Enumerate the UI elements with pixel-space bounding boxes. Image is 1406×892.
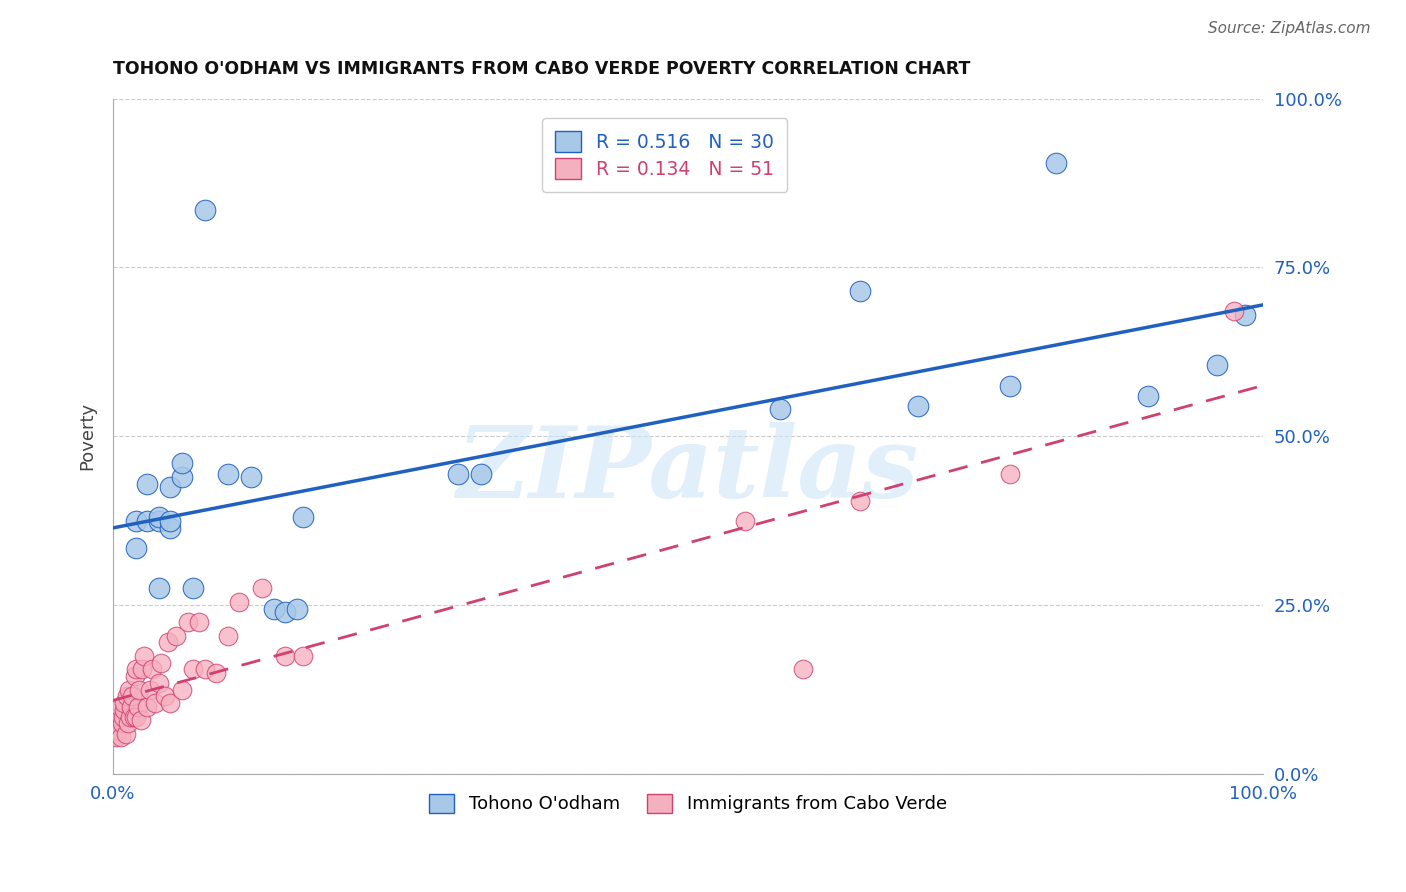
- Point: [263, 601, 285, 615]
- Point: [176, 615, 198, 629]
- Point: [118, 682, 141, 697]
- Point: [285, 601, 308, 615]
- Point: [447, 467, 470, 481]
- Point: [217, 467, 239, 481]
- Point: [107, 723, 129, 738]
- Point: [188, 615, 211, 629]
- Point: [792, 662, 814, 676]
- Point: [998, 378, 1021, 392]
- Point: [125, 514, 148, 528]
- Point: [907, 399, 929, 413]
- Point: [159, 514, 181, 528]
- Point: [170, 682, 193, 697]
- Point: [132, 648, 155, 663]
- Point: [125, 709, 148, 723]
- Point: [125, 662, 148, 676]
- Point: [136, 514, 159, 528]
- Point: [159, 696, 181, 710]
- Point: [124, 669, 146, 683]
- Point: [252, 582, 274, 596]
- Point: [117, 716, 139, 731]
- Point: [205, 665, 228, 680]
- Point: [112, 709, 135, 723]
- Point: [120, 699, 142, 714]
- Point: [159, 520, 181, 534]
- Point: [194, 662, 217, 676]
- Point: [136, 699, 159, 714]
- Point: [170, 470, 193, 484]
- Text: ZIPatlas: ZIPatlas: [457, 422, 920, 518]
- Point: [114, 703, 136, 717]
- Point: [998, 467, 1021, 481]
- Point: [470, 467, 492, 481]
- Point: [183, 662, 205, 676]
- Text: Source: ZipAtlas.com: Source: ZipAtlas.com: [1208, 21, 1371, 36]
- Point: [131, 662, 153, 676]
- Point: [148, 510, 170, 524]
- Point: [170, 456, 193, 470]
- Point: [138, 682, 160, 697]
- Point: [769, 402, 792, 417]
- Point: [157, 635, 180, 649]
- Point: [129, 713, 152, 727]
- Point: [1223, 304, 1246, 318]
- Point: [145, 696, 167, 710]
- Point: [114, 726, 136, 740]
- Point: [194, 202, 217, 217]
- Point: [122, 709, 145, 723]
- Point: [115, 690, 138, 704]
- Point: [291, 510, 314, 524]
- Point: [159, 480, 181, 494]
- Point: [125, 541, 148, 555]
- Point: [1136, 389, 1159, 403]
- Point: [183, 582, 205, 596]
- Point: [165, 629, 187, 643]
- Point: [136, 476, 159, 491]
- Point: [228, 595, 250, 609]
- Point: [127, 699, 149, 714]
- Point: [148, 582, 170, 596]
- Point: [107, 709, 129, 723]
- Point: [849, 493, 872, 508]
- Point: [121, 690, 143, 704]
- Point: [291, 648, 314, 663]
- Point: [1205, 359, 1227, 373]
- Point: [141, 662, 163, 676]
- Point: [128, 682, 150, 697]
- Point: [1045, 155, 1067, 169]
- Point: [217, 629, 239, 643]
- Legend: Tohono O'odham, Immigrants from Cabo Verde: Tohono O'odham, Immigrants from Cabo Ver…: [420, 785, 956, 822]
- Point: [120, 709, 142, 723]
- Point: [150, 656, 173, 670]
- Point: [849, 284, 872, 298]
- Point: [108, 699, 131, 714]
- Text: TOHONO O'ODHAM VS IMMIGRANTS FROM CABO VERDE POVERTY CORRELATION CHART: TOHONO O'ODHAM VS IMMIGRANTS FROM CABO V…: [112, 60, 970, 78]
- Point: [110, 730, 132, 744]
- Point: [153, 690, 176, 704]
- Point: [274, 648, 297, 663]
- Y-axis label: Poverty: Poverty: [79, 402, 96, 470]
- Point: [148, 676, 170, 690]
- Point: [274, 605, 297, 619]
- Point: [105, 730, 128, 744]
- Point: [111, 716, 134, 731]
- Point: [148, 514, 170, 528]
- Point: [239, 470, 262, 484]
- Point: [734, 514, 756, 528]
- Point: [114, 696, 136, 710]
- Point: [1234, 308, 1257, 322]
